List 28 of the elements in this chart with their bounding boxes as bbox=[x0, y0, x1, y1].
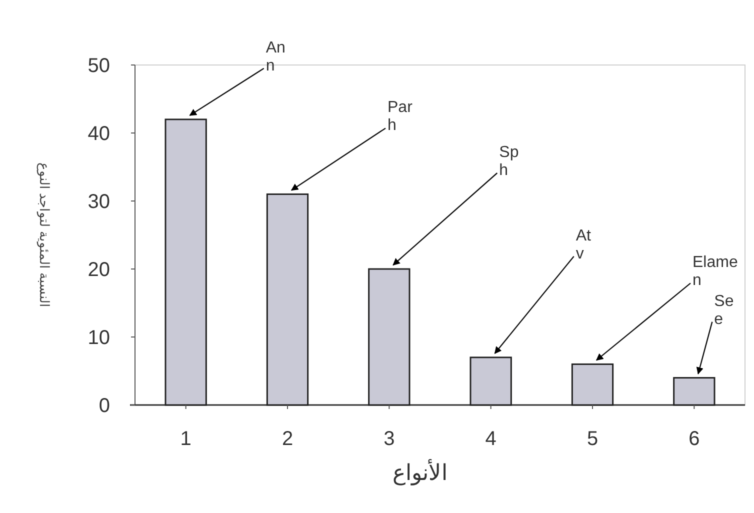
y-tick-label: 20 bbox=[88, 259, 110, 281]
y-tick-label: 40 bbox=[88, 123, 110, 145]
x-axis-title: الأنواع bbox=[392, 458, 448, 486]
bar bbox=[368, 268, 410, 406]
y-tick-label: 50 bbox=[88, 55, 110, 77]
annotation: Se e bbox=[696, 292, 734, 374]
y-tick-label: 30 bbox=[88, 191, 110, 213]
y-tick-label: 10 bbox=[88, 327, 110, 349]
annotation: Par h bbox=[388, 99, 414, 134]
bar bbox=[673, 377, 716, 406]
bar bbox=[266, 193, 309, 406]
bar bbox=[164, 118, 207, 406]
annotation: Se e bbox=[714, 292, 734, 328]
x-tick-label: 6 bbox=[688, 428, 700, 450]
x-tick-label: 2 bbox=[282, 428, 294, 450]
annotation: Elame n bbox=[692, 254, 738, 290]
bar bbox=[470, 356, 512, 406]
x-tick-label: 1 bbox=[180, 428, 192, 450]
y-axis-title: النسبة المئوية لتواجد النوع bbox=[36, 162, 52, 308]
annotation: An n bbox=[189, 39, 286, 116]
annotation: An n bbox=[266, 39, 286, 74]
y-tick-label: 0 bbox=[98, 395, 110, 417]
bar bbox=[571, 363, 614, 406]
x-tick-label: 4 bbox=[485, 428, 496, 450]
annotation: Sp h bbox=[499, 144, 519, 179]
x-tick-label: 5 bbox=[586, 428, 598, 450]
x-tick-label: 3 bbox=[384, 428, 395, 450]
annotation: At v bbox=[576, 227, 592, 262]
